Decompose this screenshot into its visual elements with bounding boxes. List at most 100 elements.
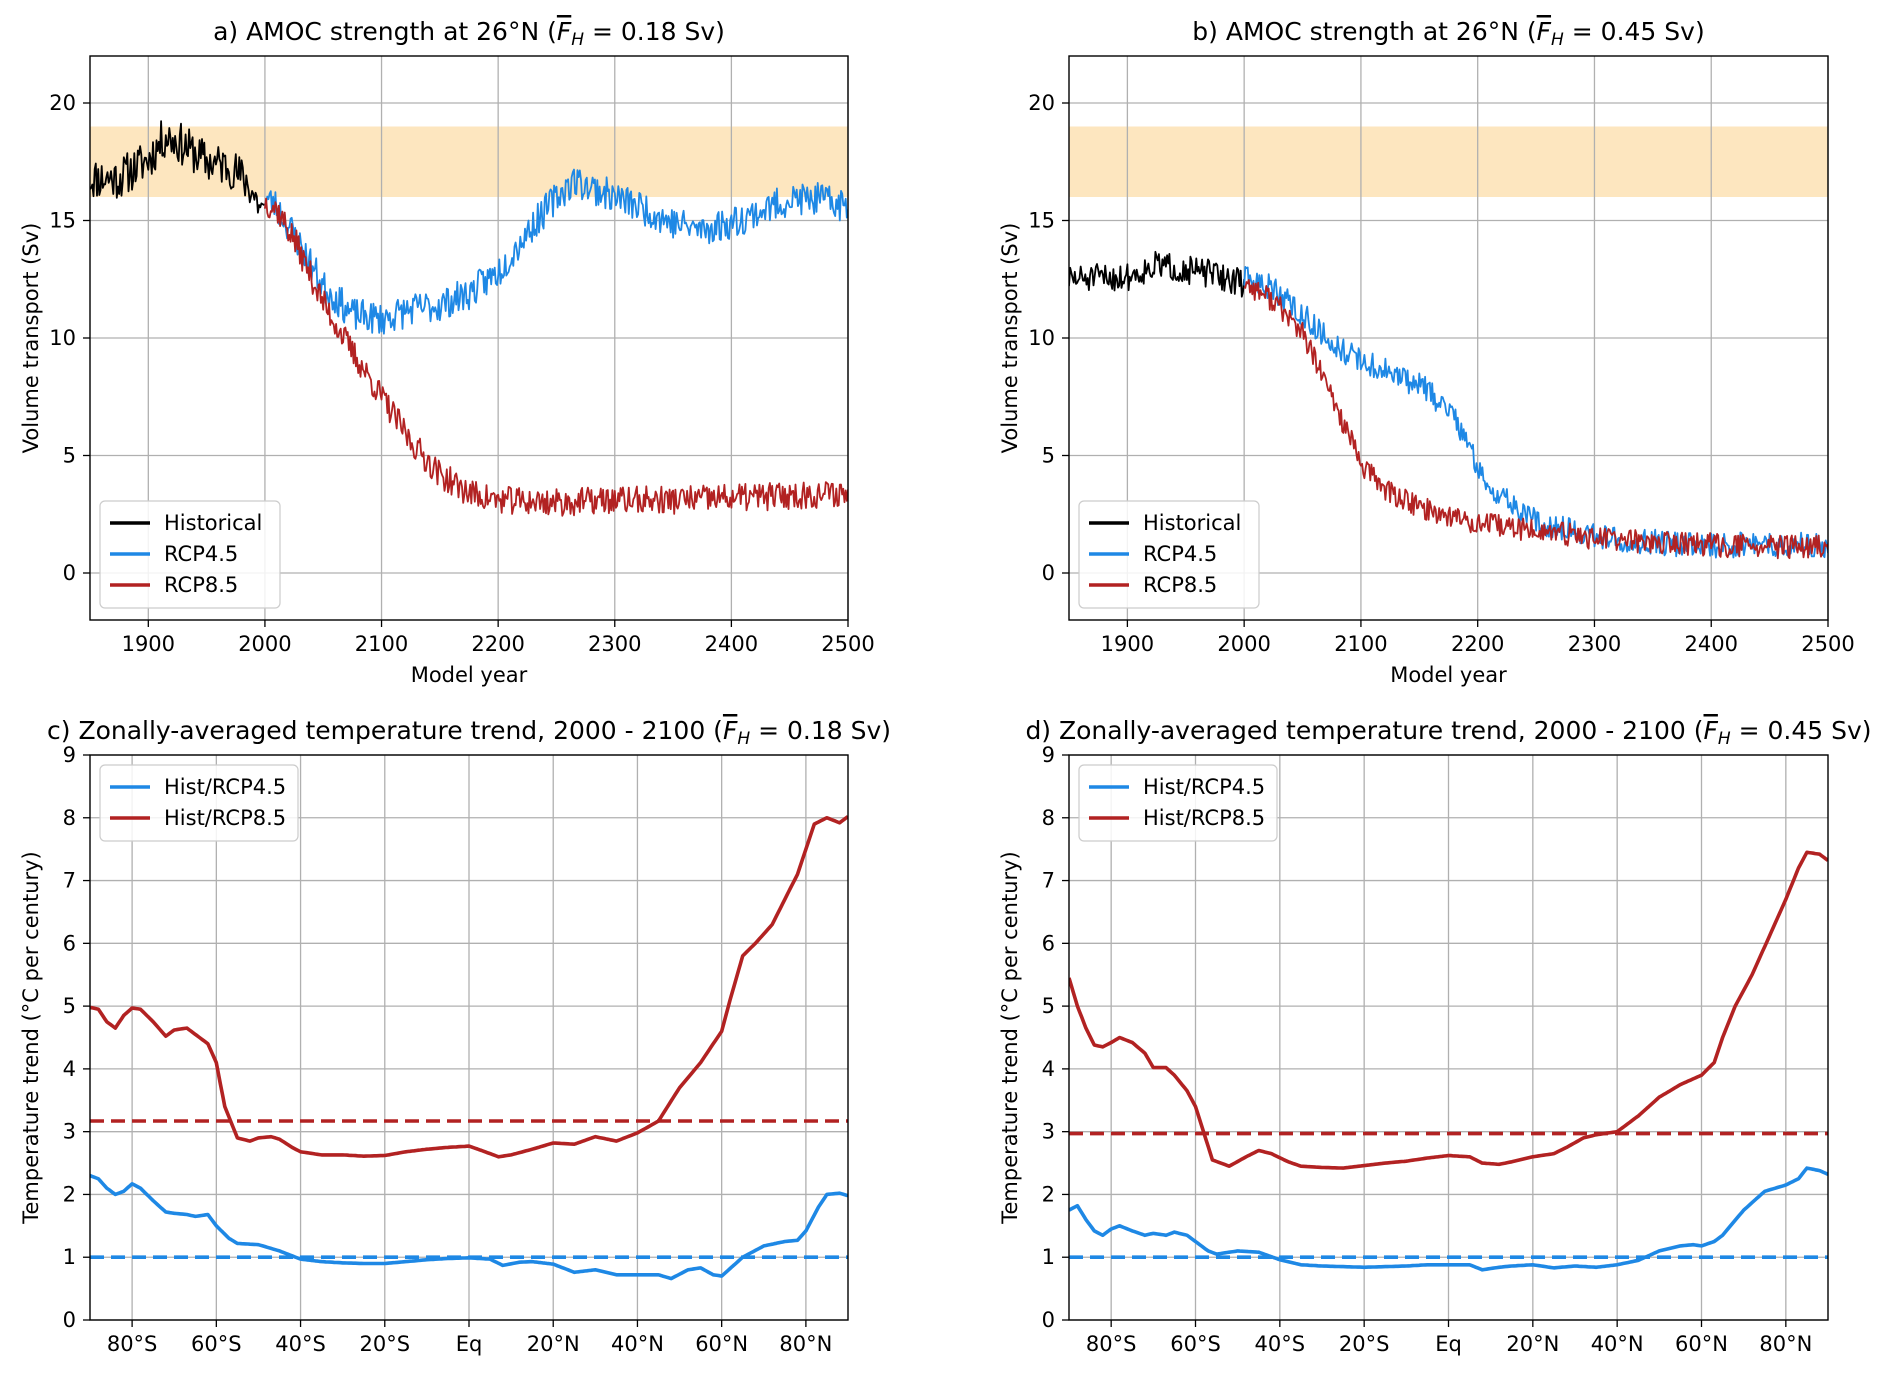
series-hist-rcp4-5	[90, 1173, 848, 1281]
x-tick-label: 40°S	[275, 1332, 326, 1356]
legend-label: RCP4.5	[1143, 542, 1217, 566]
title-text-end: = 0.18 Sv)	[584, 17, 725, 46]
y-tick-label: 1	[63, 1245, 76, 1269]
legend-label: Hist/RCP4.5	[1143, 775, 1265, 799]
legend-label: RCP8.5	[1143, 573, 1217, 597]
legend: Historical RCP4.5 RCP8.5	[99, 500, 281, 609]
series-rcp8-5	[264, 197, 848, 517]
title-fh-symbol: F	[557, 17, 572, 46]
x-tick-label: 80°S	[1086, 1332, 1137, 1356]
series-hist-rcp8-5	[1069, 850, 1828, 1170]
x-tick-label: 60°S	[191, 1332, 242, 1356]
title-text-end: = 0.18 Sv)	[750, 716, 891, 745]
x-tick-label: 20°S	[359, 1332, 410, 1356]
x-tick-label: 2300	[588, 632, 641, 656]
legend: Hist/RCP4.5 Hist/RCP8.5	[99, 764, 299, 842]
x-tick-label: 80°N	[779, 1332, 832, 1356]
y-tick-label: 8	[63, 806, 76, 830]
legend-label: RCP4.5	[164, 542, 238, 566]
panel-a: 1900 2000 2100 2200 2300 2400 2500 0 5 10 15 20 Mode…	[19, 17, 875, 687]
x-tick-label: 40°N	[611, 1332, 664, 1356]
y-tick-label: 9	[1042, 743, 1055, 767]
legend-label: RCP8.5	[164, 573, 238, 597]
x-tick-label: Eq	[1435, 1332, 1462, 1356]
y-tick-label: 6	[63, 931, 76, 955]
x-tick-label: 60°N	[695, 1332, 748, 1356]
x-tick-label: 1900	[122, 632, 175, 656]
series-group	[1069, 850, 1828, 1272]
y-tick-label: 0	[1042, 561, 1055, 585]
x-tick-label: 2000	[1217, 632, 1270, 656]
title-text-end: = 0.45 Sv)	[1731, 716, 1872, 745]
series-historical	[1069, 250, 1246, 298]
x-tick-label: 60°S	[1170, 1332, 1221, 1356]
y-tick-label: 6	[1042, 931, 1055, 955]
x-tick-label: 2000	[238, 632, 291, 656]
x-tick-label: Eq	[456, 1332, 483, 1356]
y-tick-label: 10	[49, 326, 76, 350]
y-tick-label: 4	[63, 1057, 76, 1081]
panel-title: d) Zonally-averaged temperature trend, 2…	[1025, 716, 1871, 749]
legend-box	[1078, 764, 1278, 842]
panel-b: 1900 2000 2100 2200 2300 2400 2500 0 5 10 15 20 Mode…	[998, 17, 1855, 687]
observed-band	[90, 126, 848, 197]
title-text: c) Zonally-averaged temperature trend, 2…	[47, 716, 723, 745]
x-axis-label: Model year	[411, 663, 528, 687]
x-tick-label: 80°S	[107, 1332, 158, 1356]
legend-label: Hist/RCP4.5	[164, 775, 286, 799]
legend-box	[1078, 500, 1260, 609]
panel-c: 80°S 60°S 40°S 20°S Eq 20°N 40°N 60°N 80°N 0 1 2 3 4 5…	[19, 716, 891, 1356]
x-tick-label: 2200	[471, 632, 524, 656]
x-tick-label: 2400	[705, 632, 758, 656]
y-tick-label: 20	[49, 91, 76, 115]
legend: Historical RCP4.5 RCP8.5	[1078, 500, 1260, 609]
y-tick-label: 20	[1028, 91, 1055, 115]
title-text: d) Zonally-averaged temperature trend, 2…	[1025, 716, 1703, 745]
legend-box	[99, 764, 299, 842]
series-group	[90, 815, 848, 1281]
y-tick-label: 5	[1042, 444, 1055, 468]
x-tick-label: 2300	[1568, 632, 1621, 656]
series-hist-rcp8-5	[90, 815, 848, 1159]
x-tick-label: 40°S	[1255, 1332, 1306, 1356]
legend: Hist/RCP4.5 Hist/RCP8.5	[1078, 764, 1278, 842]
y-tick-label: 8	[1042, 806, 1055, 830]
y-tick-label: 1	[1042, 1245, 1055, 1269]
title-fh-symbol: F	[723, 716, 738, 745]
y-axis-label: Temperature trend (°C per century)	[998, 851, 1022, 1225]
title-fh-symbol: F	[1704, 716, 1719, 745]
title-text: b) AMOC strength at 26°N (	[1192, 17, 1536, 46]
x-tick-label: 20°N	[527, 1332, 580, 1356]
grid-lines	[1069, 754, 1828, 1321]
legend-label: Historical	[164, 511, 262, 535]
title-text-end: = 0.45 Sv)	[1564, 17, 1705, 46]
title-fh-subscript: H	[571, 30, 584, 50]
x-tick-label: 20°S	[1339, 1332, 1390, 1356]
y-tick-label: 4	[1042, 1057, 1055, 1081]
series-rcp8-5	[1243, 279, 1828, 560]
y-tick-label: 15	[49, 209, 76, 233]
title-fh-subscript: H	[1551, 30, 1564, 50]
series-rcp4-5	[264, 168, 848, 335]
x-tick-label: 2500	[1801, 632, 1854, 656]
title-fh-symbol: F	[1537, 17, 1552, 46]
legend-box	[99, 500, 281, 609]
x-tick-label: 2200	[1451, 632, 1504, 656]
series-group	[90, 120, 848, 517]
legend-label: Historical	[1143, 511, 1241, 535]
x-axis-label: Model year	[1390, 663, 1507, 687]
series-group	[1069, 250, 1828, 560]
series-hist-rcp4-5	[1069, 1166, 1828, 1272]
grid-lines	[90, 56, 849, 620]
y-tick-label: 2	[63, 1182, 76, 1206]
y-tick-label: 10	[1028, 326, 1055, 350]
y-tick-label: 0	[63, 1308, 76, 1332]
y-axis-label: Volume transport (Sv)	[19, 223, 43, 454]
x-tick-label: 2100	[1334, 632, 1387, 656]
y-axis-label: Volume transport (Sv)	[998, 223, 1022, 454]
panel-title: b) AMOC strength at 26°N (FH = 0.45 Sv)	[1192, 17, 1704, 50]
title-fh-subscript: H	[1718, 729, 1731, 749]
legend-label: Hist/RCP8.5	[164, 806, 286, 830]
x-tick-label: 1900	[1101, 632, 1154, 656]
